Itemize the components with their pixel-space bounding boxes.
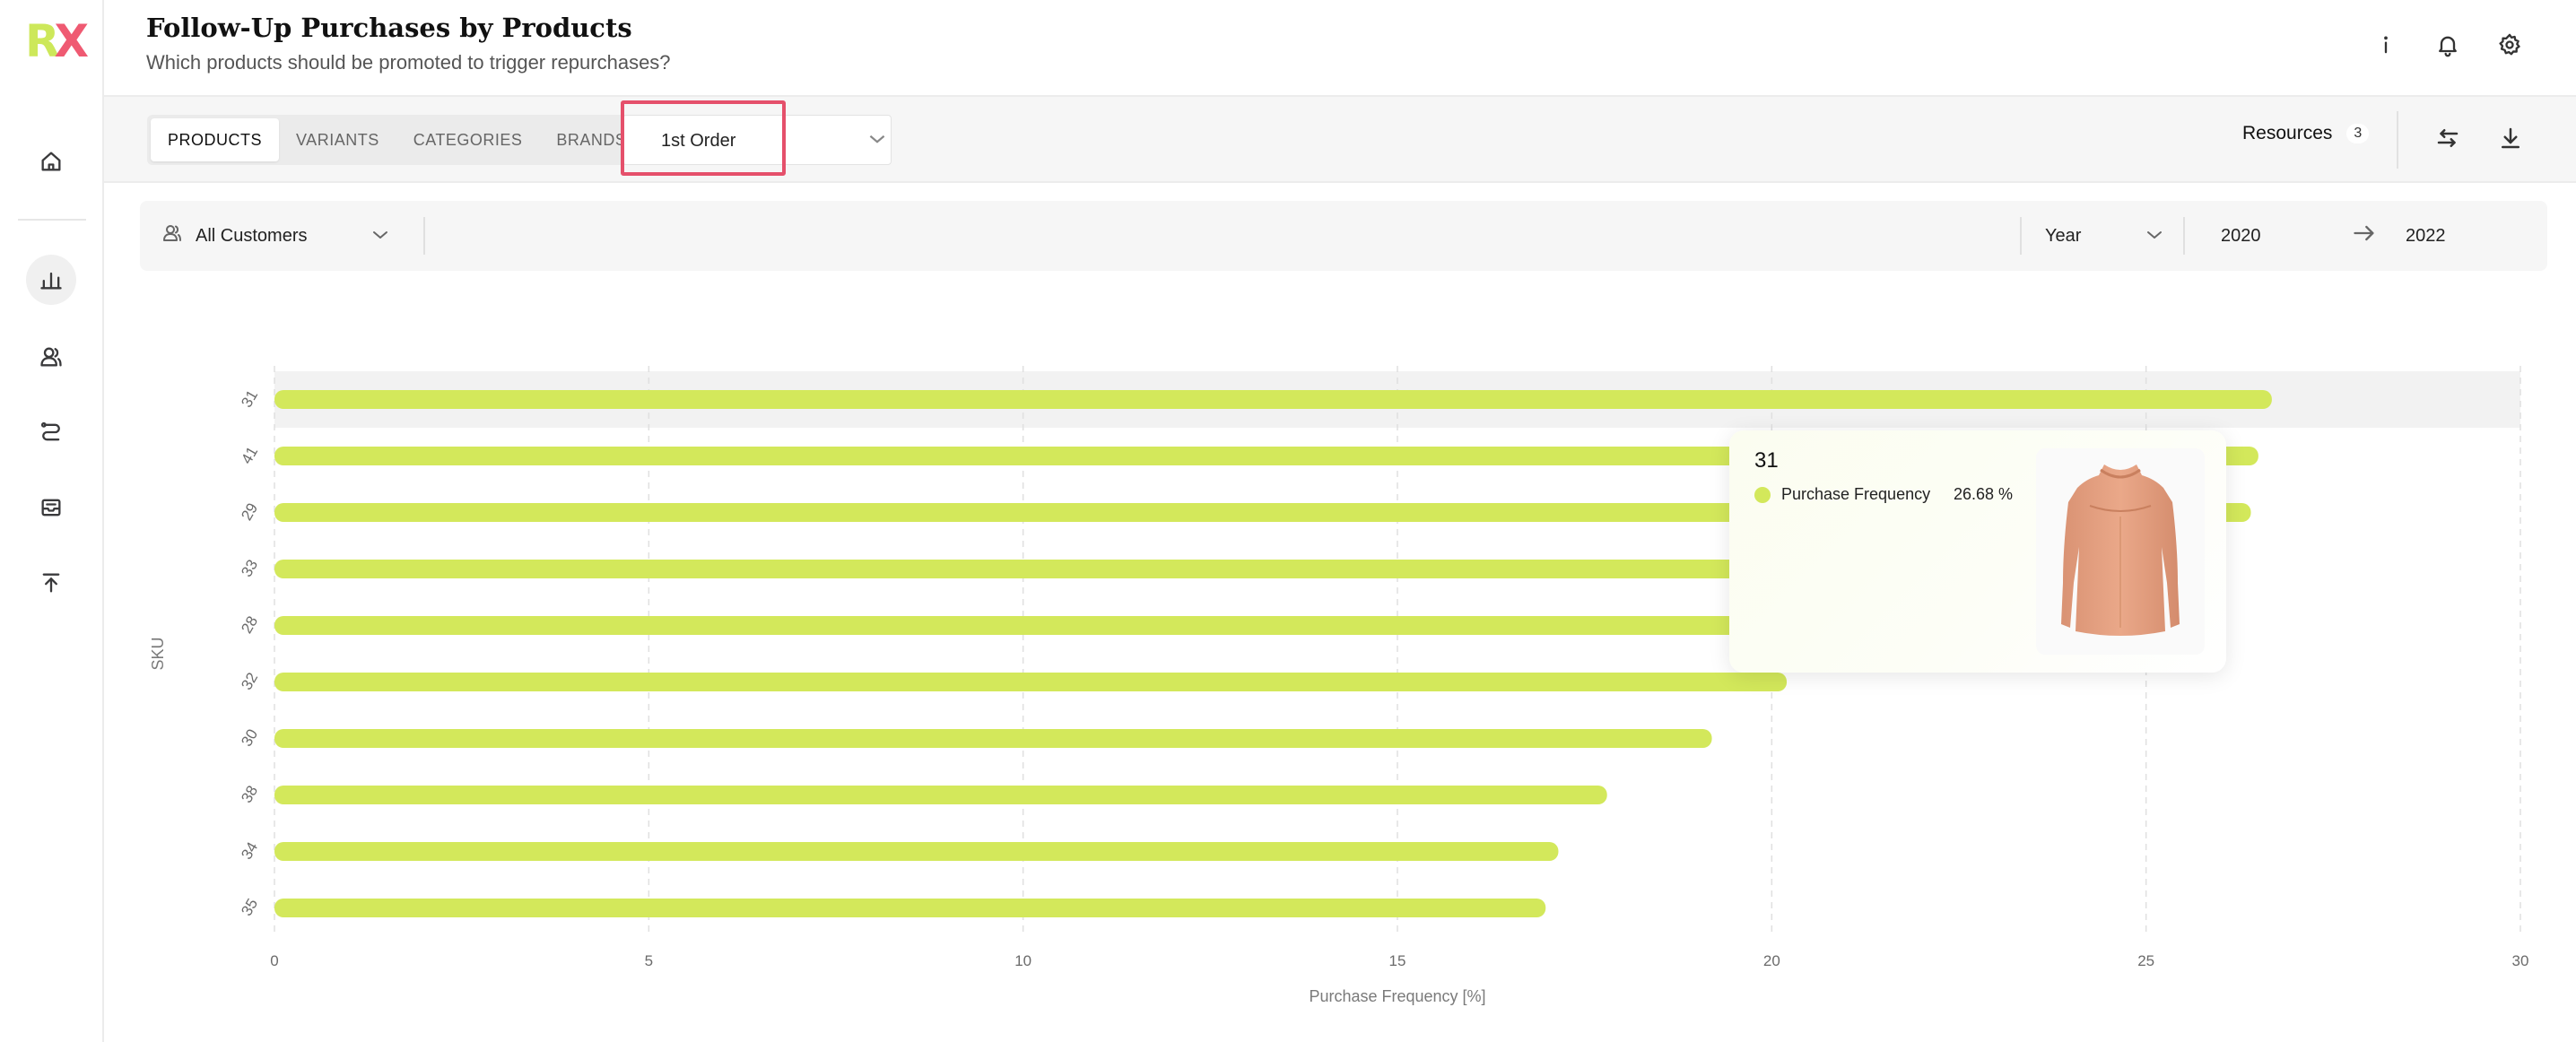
date-to-input[interactable]: 2022 [2406, 201, 2513, 271]
bar[interactable] [274, 390, 2272, 409]
tab-brands[interactable]: BRANDS [556, 130, 627, 149]
sidebar: RX [0, 0, 104, 1042]
home-icon [41, 152, 61, 171]
order-select[interactable]: 1st Order [622, 115, 892, 165]
x-tick-label: 20 [1763, 952, 1780, 969]
segment-select-value: All Customers [196, 225, 308, 246]
tab-products[interactable]: PRODUCTS [151, 118, 280, 161]
page-header: Follow-Up Purchases by Products Which pr… [104, 0, 2576, 97]
bar[interactable] [274, 786, 1607, 804]
x-tick-label: 5 [645, 952, 653, 969]
y-tick-label: 31 [238, 387, 261, 411]
bar[interactable] [274, 560, 2117, 578]
gear-icon [2499, 33, 2520, 56]
toolbar: PRODUCTS VARIANTS CATEGORIES BRANDS 1st … [104, 97, 2576, 183]
tab-categories[interactable]: CATEGORIES [413, 130, 523, 149]
y-tick-label: 38 [238, 783, 261, 806]
x-tick-label: 30 [2512, 952, 2529, 969]
filter-separator [2183, 217, 2185, 255]
filter-bar: All Customers Year 2020 2022 [140, 201, 2547, 271]
download-button[interactable] [2493, 120, 2528, 156]
y-tick-label: 35 [238, 896, 261, 919]
date-from-value: 2020 [2221, 225, 2261, 246]
order-select-chevron[interactable] [866, 127, 889, 151]
y-tick-label: 28 [238, 613, 261, 637]
upload-icon [42, 573, 60, 593]
sidebar-divider [18, 219, 86, 221]
chart-tooltip: 31 Purchase Frequency 26.68 % [1729, 430, 2226, 673]
tooltip-series-label: Purchase Frequency [1781, 485, 1931, 503]
resources-label: Resources [2242, 123, 2333, 143]
inbox-icon [41, 499, 61, 517]
bar[interactable] [274, 899, 1546, 917]
granularity-select[interactable]: Year [2045, 201, 2180, 271]
x-tick-label: 10 [1014, 952, 1031, 969]
notifications-button[interactable] [2430, 27, 2466, 63]
bar[interactable] [274, 673, 1788, 691]
x-tick-label: 25 [2137, 952, 2154, 969]
dimension-tabs: PRODUCTS VARIANTS CATEGORIES BRANDS [147, 115, 648, 165]
page-subtitle: Which products should be promoted to tri… [146, 51, 671, 74]
nav-upload-button[interactable] [26, 558, 76, 608]
bar[interactable] [274, 616, 1945, 635]
app-logo[interactable]: RX [25, 15, 89, 67]
filter-separator [423, 217, 425, 255]
x-tick-label: 0 [270, 952, 278, 969]
users-icon [161, 222, 183, 249]
tooltip-value: 26.68 % [1954, 485, 2014, 503]
y-axis-title: SKU [149, 637, 167, 670]
nav-campaigns-button[interactable] [26, 482, 76, 533]
bar[interactable] [274, 842, 1559, 861]
segment-select[interactable]: All Customers [161, 201, 404, 271]
nav-analytics-button[interactable] [26, 255, 76, 305]
route-icon [40, 421, 60, 441]
date-from-input[interactable]: 2020 [2221, 201, 2328, 271]
date-range-arrow [2352, 201, 2384, 271]
y-tick-label: 29 [238, 500, 261, 524]
date-to-value: 2022 [2406, 225, 2446, 246]
settings-button[interactable] [2492, 27, 2528, 63]
nav-customers-button[interactable] [26, 332, 76, 382]
nav-journeys-button[interactable] [26, 407, 76, 457]
x-tick-label: 15 [1389, 952, 1406, 969]
toolbar-divider [2397, 111, 2398, 169]
y-tick-label: 30 [238, 726, 261, 750]
y-tick-label: 41 [238, 444, 261, 467]
bell-icon [2439, 36, 2457, 57]
granularity-select-value: Year [2045, 225, 2082, 246]
filter-separator [2020, 217, 2022, 255]
info-icon [2384, 36, 2388, 54]
arrow-right-icon [2352, 221, 2377, 251]
product-image [2036, 448, 2205, 655]
y-tick-label: 34 [238, 839, 261, 863]
y-tick-label: 33 [238, 557, 261, 580]
resources-count-badge: 3 [2346, 124, 2370, 143]
nav-home-button[interactable] [26, 136, 76, 187]
dress-image [2061, 465, 2180, 636]
y-tick-label: 32 [238, 670, 261, 693]
info-button[interactable] [2368, 27, 2404, 63]
chevron-down-icon [370, 224, 391, 251]
chevron-down-icon [2144, 224, 2165, 251]
download-icon [2502, 127, 2519, 149]
bar-chart-icon [40, 272, 62, 290]
compare-button[interactable] [2430, 120, 2466, 156]
tab-variants[interactable]: VARIANTS [296, 130, 379, 149]
series-color-dot [1754, 487, 1771, 503]
page-title: Follow-Up Purchases by Products [146, 13, 632, 43]
users-icon [40, 347, 62, 367]
order-select-value: 1st Order [661, 131, 736, 151]
bar[interactable] [274, 729, 1712, 748]
swap-arrows-icon [2437, 129, 2459, 147]
chevron-down-icon [869, 135, 885, 143]
x-axis-title: Purchase Frequency [%] [1309, 987, 1485, 1005]
resources-button[interactable]: Resources 3 [2242, 123, 2370, 144]
tooltip-title: 31 [1754, 448, 1779, 473]
